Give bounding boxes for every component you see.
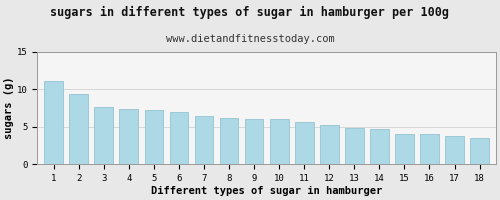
- Bar: [470, 138, 489, 164]
- Bar: [420, 134, 439, 164]
- Bar: [445, 136, 464, 164]
- Bar: [220, 118, 238, 164]
- Bar: [295, 122, 314, 164]
- X-axis label: Different types of sugar in hamburger: Different types of sugar in hamburger: [151, 186, 382, 196]
- Bar: [270, 119, 288, 164]
- Text: www.dietandfitnesstoday.com: www.dietandfitnesstoday.com: [166, 34, 334, 44]
- Y-axis label: sugars (g): sugars (g): [4, 77, 14, 139]
- Bar: [70, 94, 88, 164]
- Bar: [395, 134, 414, 164]
- Bar: [370, 129, 388, 164]
- Bar: [120, 109, 138, 164]
- Bar: [44, 81, 63, 164]
- Bar: [244, 119, 264, 164]
- Bar: [320, 125, 338, 164]
- Bar: [194, 116, 214, 164]
- Text: sugars in different types of sugar in hamburger per 100g: sugars in different types of sugar in ha…: [50, 6, 450, 19]
- Bar: [144, 110, 164, 164]
- Bar: [94, 107, 113, 164]
- Bar: [170, 112, 188, 164]
- Bar: [345, 128, 364, 164]
